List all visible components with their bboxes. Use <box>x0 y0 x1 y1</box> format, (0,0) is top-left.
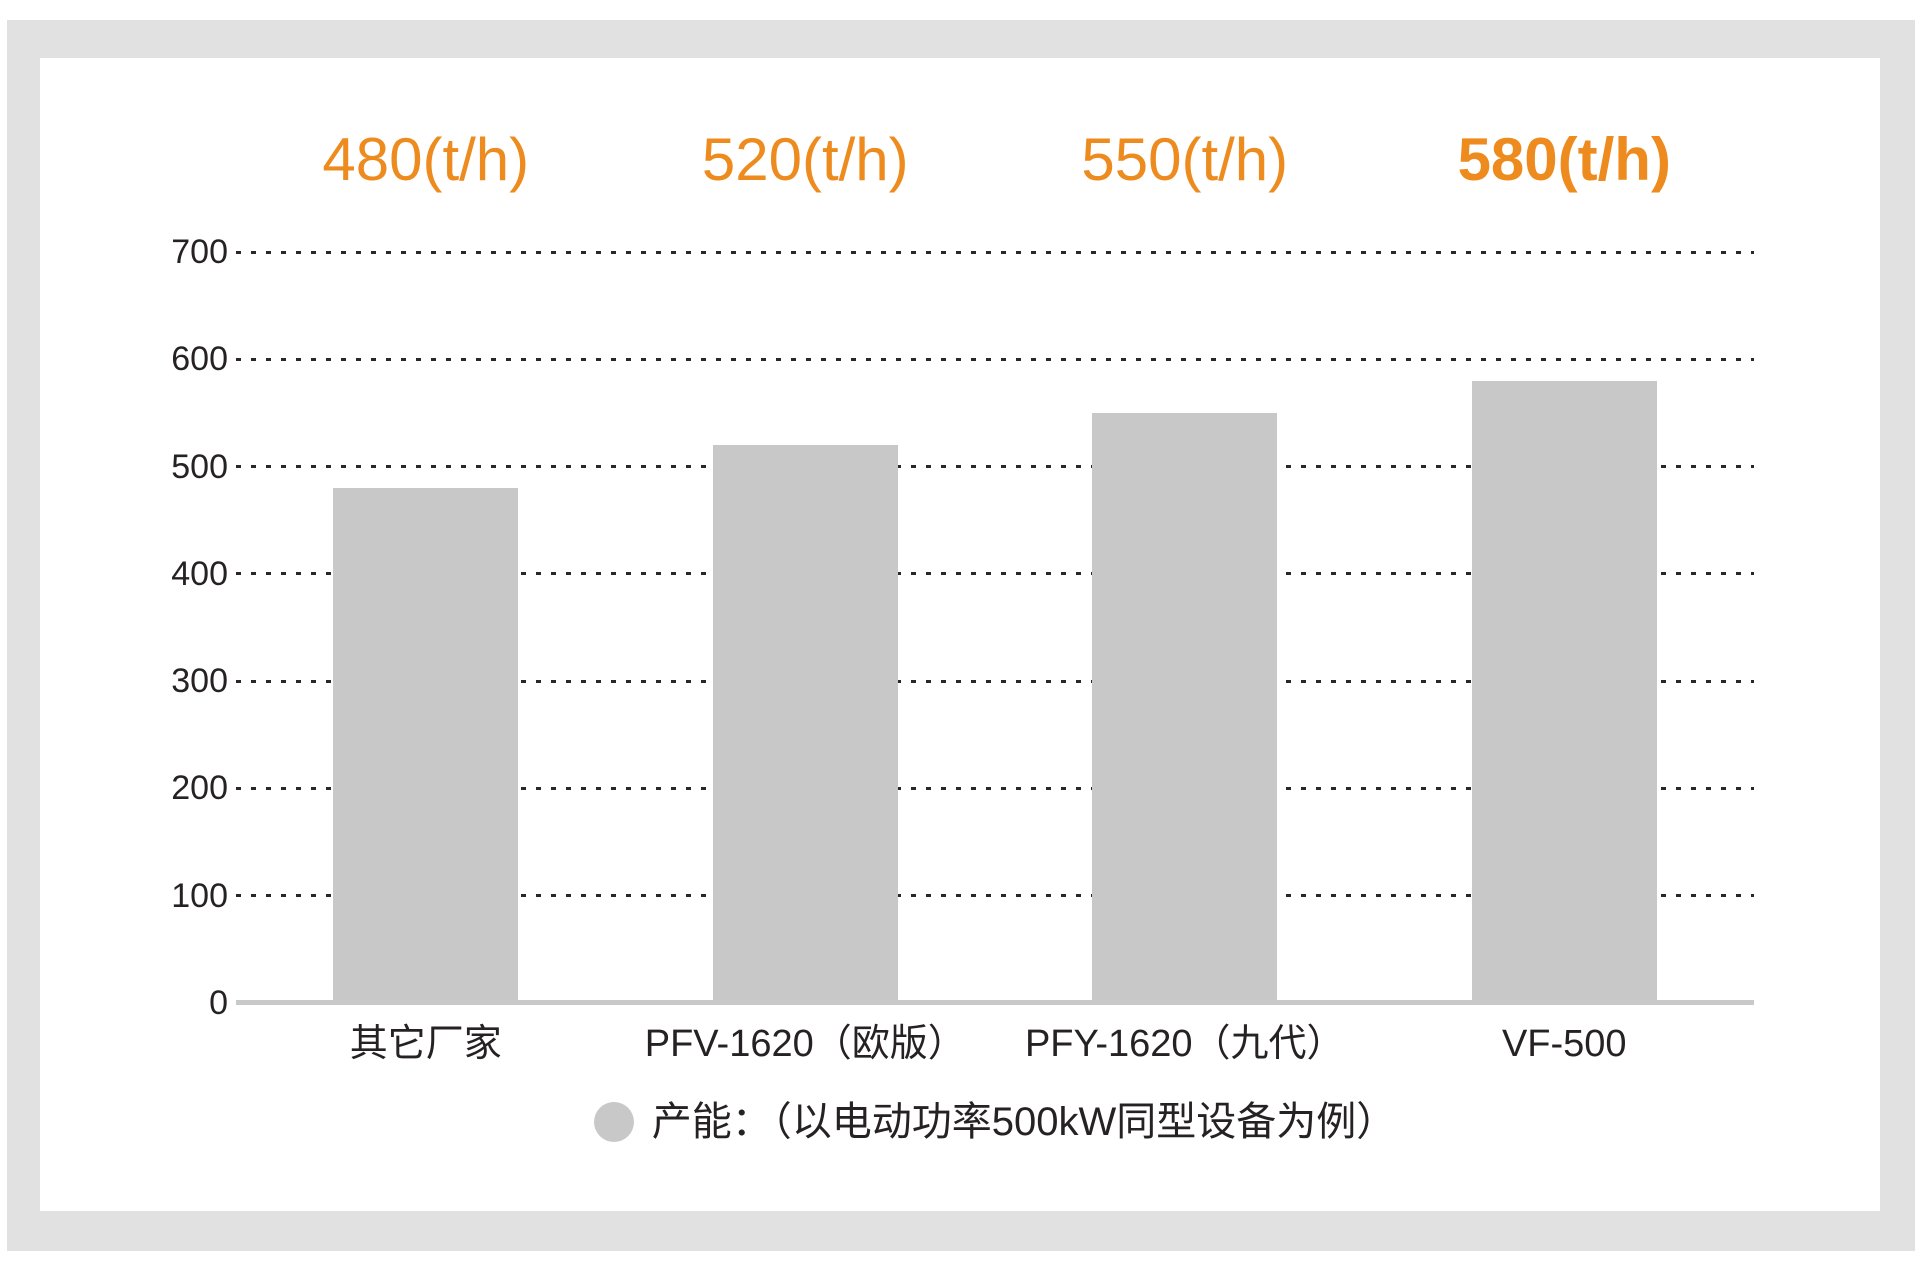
bar <box>1471 380 1657 1003</box>
legend-marker-icon <box>593 1102 634 1142</box>
plot-area <box>236 250 1754 1005</box>
gridline <box>236 679 1754 683</box>
gridline <box>236 465 1754 469</box>
gridlines <box>236 250 1754 1003</box>
gridline <box>236 357 1754 361</box>
bars <box>236 252 1754 1003</box>
gridline <box>236 894 1754 898</box>
bar <box>333 488 519 1003</box>
x-axis-line <box>236 1000 1754 1005</box>
gridline <box>236 572 1754 576</box>
gridline <box>236 250 1754 254</box>
bar <box>712 445 898 1003</box>
bar <box>1092 412 1278 1003</box>
legend-label: 产能：（以电动功率500kW同型设备为例） <box>651 1100 1397 1144</box>
legend: 产能：（以电动功率500kW同型设备为例） <box>236 1100 1754 1144</box>
gridline <box>236 786 1754 790</box>
